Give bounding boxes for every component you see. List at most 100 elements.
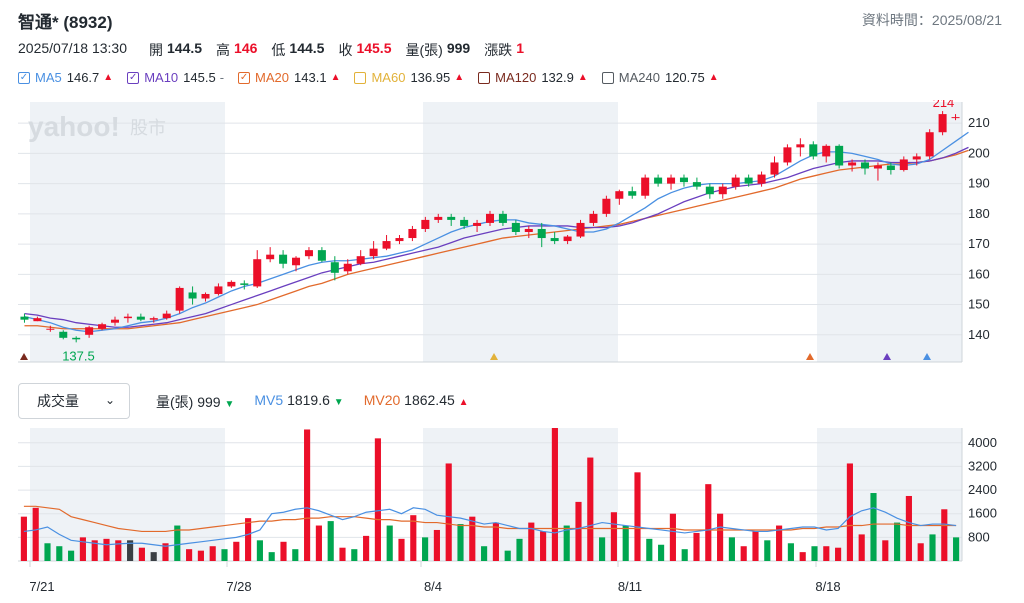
candle-body xyxy=(524,228,533,232)
y-tick-label: 4000 xyxy=(968,435,997,450)
price-chart[interactable]: 140 150 160 170 180 190 200 210 yahoo! 股市 214 137.5 xyxy=(0,100,1024,368)
vol-value: 999 xyxy=(197,394,221,410)
volume-bar xyxy=(929,534,936,561)
x-tick-label: 8/11 xyxy=(618,579,642,594)
volume-bar xyxy=(492,522,499,561)
ma10-line xyxy=(24,146,969,328)
candle-body xyxy=(201,293,210,299)
candle-body xyxy=(421,219,430,229)
mv20-value: 1862.45 xyxy=(404,392,455,408)
volume-bar xyxy=(56,546,63,561)
candle-body xyxy=(227,281,236,287)
volume-bar xyxy=(197,550,204,561)
up-triangle-icon: ▲ xyxy=(330,72,341,83)
volume-bar xyxy=(823,546,830,561)
candle-body xyxy=(460,219,469,226)
candle-body xyxy=(343,263,352,272)
candle-body xyxy=(731,177,740,187)
candle-body xyxy=(641,177,650,196)
volume-bar xyxy=(599,537,606,561)
candle-body xyxy=(253,259,262,287)
volume-bar xyxy=(469,516,476,561)
candle-body xyxy=(615,191,624,199)
volume-bar xyxy=(186,549,193,561)
checkbox-unchecked-icon[interactable] xyxy=(601,71,614,84)
ma-legend-item-ma20[interactable]: ✓ MA20 143.1 ▲ xyxy=(238,70,340,85)
candle-body xyxy=(925,132,934,157)
candle-body xyxy=(563,236,572,242)
ma-legend-item-ma120[interactable]: MA120 132.9 ▲ xyxy=(478,70,588,85)
quote-summary: 2025/07/18 13:30 開 144.5 高 146 低 144.5 收 145… xyxy=(18,40,538,60)
candle-body xyxy=(550,238,559,242)
y-tick-label: 200 xyxy=(968,145,990,160)
ma-legend-item-ma10[interactable]: ✓ MA10 145.5- xyxy=(127,70,224,85)
candle-body xyxy=(602,198,611,214)
candle-body xyxy=(110,319,119,323)
checkbox-checked-icon[interactable]: ✓ xyxy=(18,71,30,84)
candle-body xyxy=(292,257,301,266)
candle-body xyxy=(266,254,275,260)
change-value: 1 xyxy=(516,40,524,56)
down-triangle-icon: ▼ xyxy=(333,397,344,408)
volume-bar xyxy=(953,537,960,561)
candle-body xyxy=(654,177,663,184)
mv20-label: MV20 xyxy=(363,392,401,408)
volume-bar xyxy=(610,512,617,561)
volume-bar xyxy=(292,549,299,561)
checkbox-unchecked-icon[interactable] xyxy=(478,71,491,84)
candle-body xyxy=(783,147,792,163)
candle-body xyxy=(20,316,29,320)
candle-body xyxy=(356,256,365,264)
candle-body xyxy=(692,182,701,187)
volume-bar xyxy=(351,549,358,561)
volume-bar xyxy=(315,525,322,561)
volume-bar xyxy=(79,537,86,561)
volume-bar xyxy=(776,525,783,561)
candle-body xyxy=(757,174,766,184)
event-marker-icon xyxy=(490,353,498,360)
candle-body xyxy=(511,222,520,232)
candle-body xyxy=(279,254,288,264)
ma-value: 132.9 xyxy=(541,70,574,85)
volume-bar xyxy=(693,532,700,561)
volume-chart[interactable]: 800 1600 2400 3200 4000 7/21 7/28 8/4 8/11 8/18 xyxy=(0,428,1024,603)
week-shade xyxy=(817,102,962,362)
y-tick-label: 190 xyxy=(968,176,990,191)
volume-label: 量(張) xyxy=(405,42,443,58)
checkbox-checked-icon[interactable]: ✓ xyxy=(238,71,251,84)
ma-legend-item-ma240[interactable]: MA240 120.75 ▲ xyxy=(601,70,719,85)
volume-bar xyxy=(481,546,488,561)
volume-bar xyxy=(457,524,464,561)
max-price-label: 214 xyxy=(933,100,955,110)
volume-bar xyxy=(787,543,794,561)
candle-body xyxy=(873,165,882,169)
low-label: 低 xyxy=(271,42,286,58)
candle-body xyxy=(72,337,81,340)
watermark-logo: yahoo! xyxy=(28,111,120,142)
ma-legend-item-ma60[interactable]: MA60 136.95 ▲ xyxy=(354,70,464,85)
candle-body xyxy=(240,283,249,285)
candle-body xyxy=(485,213,495,223)
candle-body xyxy=(822,145,831,157)
indicator-select-label: 成交量 xyxy=(37,393,79,409)
checkbox-checked-icon[interactable]: ✓ xyxy=(127,71,140,84)
indicator-select[interactable]: 成交量 ⌄ xyxy=(18,383,130,419)
volume-bar xyxy=(68,550,75,561)
volume-bar xyxy=(150,552,157,561)
checkbox-unchecked-icon[interactable] xyxy=(354,71,367,84)
volume-bar xyxy=(221,549,228,561)
up-triangle-icon: ▲ xyxy=(708,72,719,83)
event-marker-icon xyxy=(806,353,814,360)
volume-bar xyxy=(669,513,676,561)
volume-bar xyxy=(398,538,405,561)
ma-legend-item-ma5[interactable]: ✓ MA5 146.7 ▲ xyxy=(18,70,113,85)
mv5-value: 1819.6 xyxy=(287,392,330,408)
ma-legend: ✓ MA5 146.7 ▲ ✓ MA10 145.5- ✓ MA20 143.1 ▲ MA60 136.… xyxy=(18,70,733,85)
y-tick-label: 150 xyxy=(968,297,990,312)
volume-bar xyxy=(516,538,523,561)
volume-bar xyxy=(634,472,641,561)
volume-bar xyxy=(835,547,842,561)
candle-body xyxy=(188,292,197,299)
volume-bar xyxy=(894,522,901,561)
volume-bar xyxy=(138,547,145,561)
